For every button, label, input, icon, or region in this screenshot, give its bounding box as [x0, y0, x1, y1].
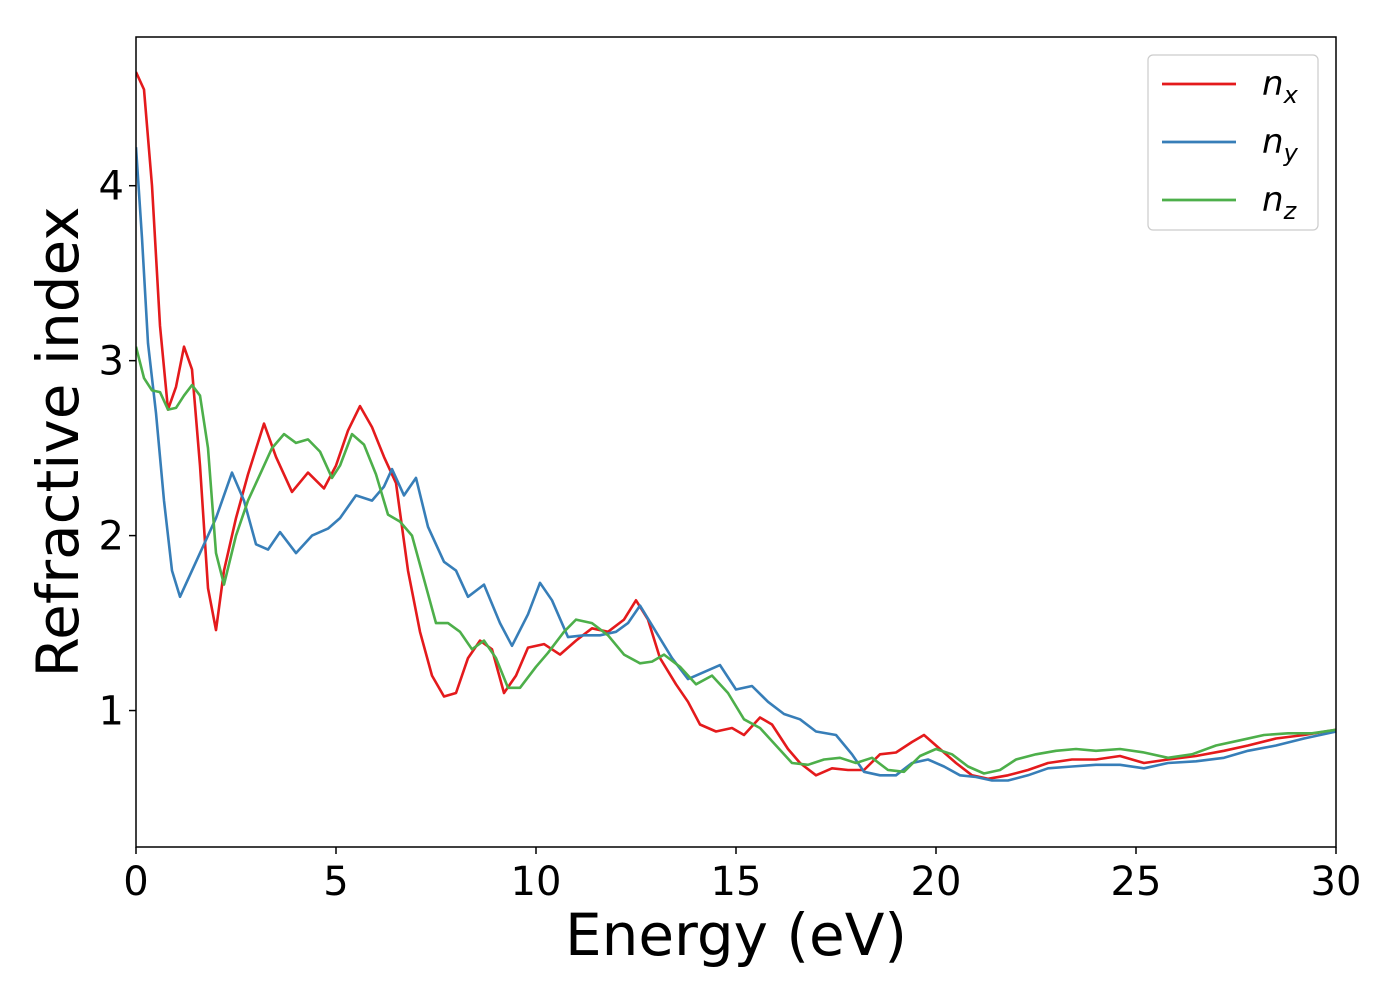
- y-tick-label: 2: [99, 514, 124, 560]
- y-axis-title: Refractive index: [24, 206, 92, 677]
- x-axis: 0 5 10 15 20 25 30: [123, 847, 1361, 905]
- x-tick-label: 30: [1311, 859, 1362, 905]
- y-tick-label: 4: [99, 164, 124, 210]
- x-tick-label: 20: [911, 859, 962, 905]
- x-tick-label: 0: [123, 859, 148, 905]
- plot-area: [136, 71, 1336, 782]
- x-axis-title: Energy (eV): [565, 901, 907, 969]
- series-line-nz: [136, 346, 1336, 775]
- x-tick-label: 5: [323, 859, 348, 905]
- y-tick-label: 1: [99, 689, 124, 735]
- y-axis: 1 2 3 4: [99, 164, 136, 735]
- series-line-ny: [136, 147, 1336, 782]
- y-tick-label: 3: [99, 339, 124, 385]
- x-tick-label: 25: [1111, 859, 1162, 905]
- series-line-nx: [136, 71, 1336, 781]
- x-tick-label: 10: [511, 859, 562, 905]
- x-tick-label: 15: [711, 859, 762, 905]
